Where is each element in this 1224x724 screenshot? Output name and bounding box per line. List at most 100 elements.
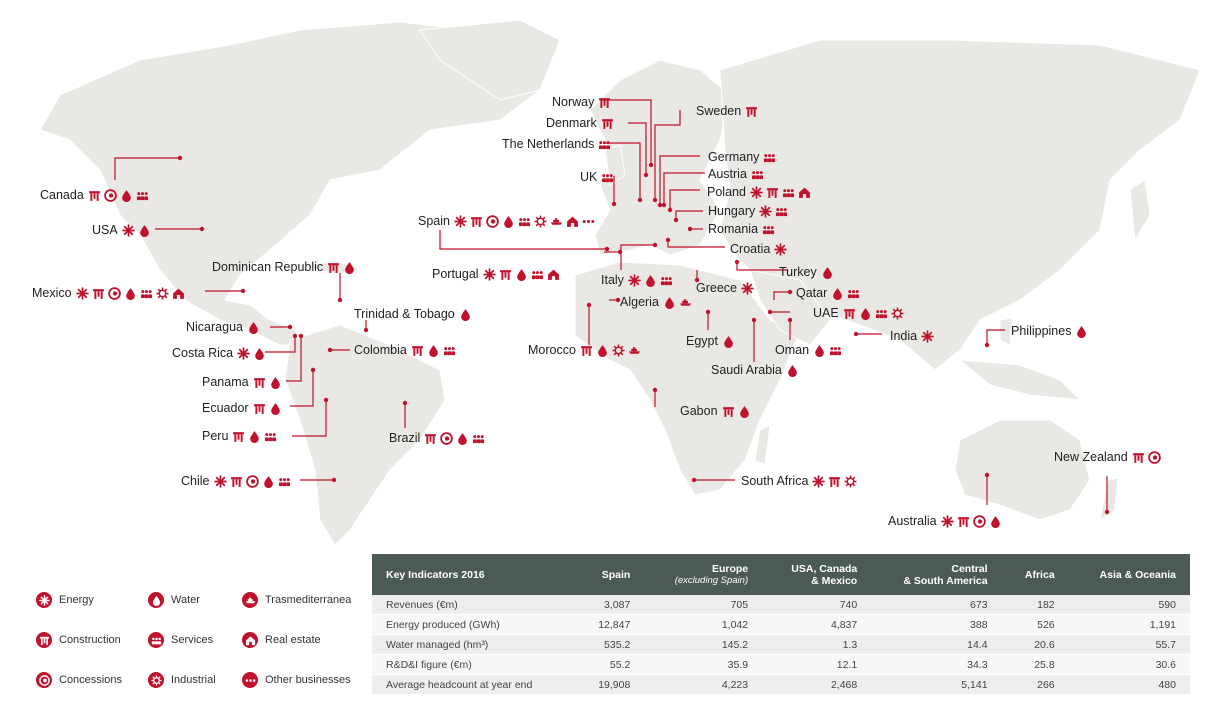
country-name: Mexico [32, 286, 72, 300]
country-label-usa: USA [92, 222, 151, 238]
table-cell: 740 [762, 595, 872, 615]
business-icons [759, 205, 788, 218]
services-icon [601, 171, 614, 184]
business-icons [786, 364, 799, 378]
legend-item-construction: Construction [36, 632, 121, 648]
energy-icon [940, 515, 954, 528]
construction-icon [230, 475, 243, 488]
country-name: Brazil [389, 431, 421, 445]
country-name: Spain [418, 214, 450, 228]
construction-icon [957, 515, 970, 528]
business-icons [1132, 451, 1161, 464]
legend-item-other: Other businesses [242, 672, 351, 688]
concessions-icon [36, 672, 52, 688]
construction-icon [411, 344, 424, 357]
table-cell: 3,087 [574, 595, 645, 615]
services-icon [847, 287, 860, 300]
country-label-australia: Australia [888, 513, 1002, 529]
table-cell: 705 [644, 595, 763, 615]
industrial-icon [844, 475, 857, 488]
table-row: R&D&I figure (€m) 55.2 35.9 12.1 34.3 25.8 30.… [372, 654, 1190, 675]
table-cell: 1.3 [762, 634, 872, 655]
water-icon [124, 287, 137, 301]
table-cell: 1,191 [1068, 614, 1190, 635]
business-icons [232, 430, 277, 444]
business-icons [601, 117, 614, 130]
business-icons [459, 308, 472, 322]
table-cell: 266 [1001, 674, 1069, 695]
country-label-morocco: Morocco [528, 342, 641, 358]
table-header: Spain [574, 554, 645, 595]
business-icons [812, 475, 857, 488]
business-icons [213, 475, 291, 489]
legend-label: Other businesses [265, 674, 351, 686]
country-name: Austria [708, 167, 747, 181]
business-icons [75, 287, 185, 301]
water-icon [269, 402, 282, 416]
business-icons [580, 344, 641, 358]
concessions-icon [104, 189, 117, 202]
legend-item-trasmediterranea: Trasmediterranea [242, 592, 351, 608]
business-icons [628, 274, 673, 288]
country-name: Trinidad & Tobago [354, 307, 455, 321]
country-name: Philippines [1011, 324, 1072, 338]
trasmediterranea-icon [679, 296, 692, 309]
water-icon [138, 224, 151, 238]
water-icon [148, 592, 164, 608]
trasmediterranea-icon [550, 215, 563, 228]
water-icon [859, 307, 872, 321]
concessions-icon [245, 475, 259, 488]
table-cell: 2,468 [762, 674, 872, 695]
services-icon [518, 215, 531, 228]
country-name: Italy [601, 273, 624, 287]
industrial-icon [534, 215, 547, 228]
legend-label: Industrial [171, 674, 216, 686]
business-icons [762, 223, 775, 236]
table-cell: 20.6 [1001, 634, 1069, 655]
services-icon [148, 632, 164, 648]
table-cell: 4,223 [644, 674, 763, 695]
real-estate-icon [172, 287, 185, 300]
table-header: Africa [1001, 554, 1069, 595]
country-label-panama: Panama [202, 374, 282, 390]
business-icons [774, 243, 788, 256]
business-icons [237, 347, 266, 361]
energy-icon [213, 475, 227, 488]
services-icon [531, 268, 544, 281]
table-cell: 55.7 [1068, 634, 1190, 655]
country-name: Romania [708, 222, 759, 236]
real-estate-icon [547, 268, 560, 281]
table-row: Water managed (hm³) 535.2 145.2 1.3 14.4 20.6… [372, 634, 1190, 655]
country-label-india: India [890, 328, 934, 344]
country-name: Canada [40, 188, 84, 202]
country-name: Hungary [708, 204, 756, 218]
water-icon [427, 344, 440, 358]
real-estate-icon [798, 186, 811, 199]
table-cell: 526 [1001, 614, 1069, 635]
business-icons [482, 268, 560, 282]
water-icon [1075, 325, 1088, 339]
water-icon [722, 335, 735, 349]
country-label-philippines: Philippines [1011, 323, 1088, 339]
table-cell: 1,042 [644, 614, 763, 635]
water-icon [456, 432, 469, 446]
energy-icon [774, 243, 788, 256]
water-icon [831, 287, 844, 301]
table-cell: 55.2 [574, 654, 645, 675]
services-icon [829, 344, 842, 357]
country-name: Panama [202, 375, 249, 389]
table-cell: 590 [1068, 595, 1190, 615]
construction-icon [601, 117, 614, 130]
country-label-saudi-arabia: Saudi Arabia [711, 362, 799, 378]
construction-icon [36, 632, 52, 648]
construction-icon [1132, 451, 1145, 464]
table-cell: 34.3 [871, 654, 1002, 675]
table-cell: 12,847 [574, 614, 645, 635]
country-label-croatia: Croatia [730, 241, 788, 257]
construction-icon [88, 189, 101, 202]
water-icon [343, 261, 356, 275]
country-label-canada: Canada [40, 187, 149, 203]
business-icons [821, 266, 834, 280]
business-icons [601, 171, 614, 184]
water-icon [813, 344, 826, 358]
